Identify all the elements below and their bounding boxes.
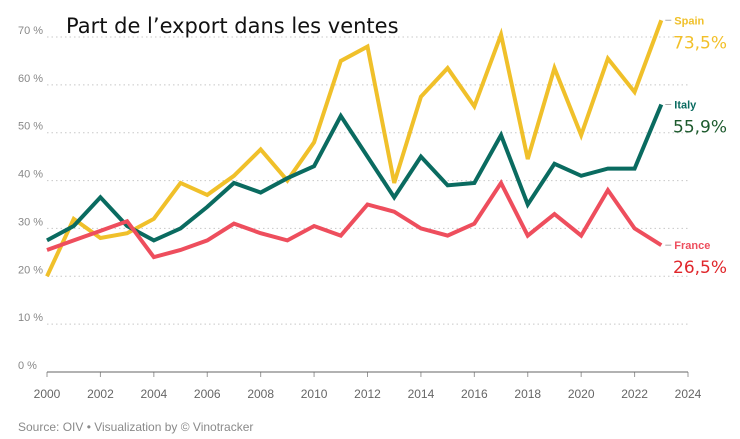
y-axis-ticks: 0 % 10 % 20 % 30 % 40 % 50 % 60 % 70 % bbox=[18, 25, 43, 372]
gridlines bbox=[47, 36, 688, 325]
end-value-italy: 55,9% bbox=[673, 117, 727, 137]
chart-title: Part de l’export dans les ventes bbox=[66, 14, 399, 38]
y-tick-label: 10 % bbox=[18, 312, 43, 324]
y-tick-label: 70 % bbox=[18, 25, 43, 37]
x-tick-label: 2012 bbox=[354, 387, 381, 401]
x-tick-label: 2006 bbox=[194, 387, 221, 401]
y-tick-label: 40 % bbox=[18, 169, 43, 181]
series-line-italy bbox=[46, 103, 664, 243]
x-tick-label: 2002 bbox=[87, 387, 114, 401]
x-tick-label: 2014 bbox=[408, 387, 435, 401]
x-tick-label: 2024 bbox=[675, 387, 702, 401]
y-tick-label: 60 % bbox=[18, 73, 43, 85]
series-lines bbox=[45, 19, 664, 278]
y-tick-label: 20 % bbox=[18, 264, 43, 276]
x-tick-label: 2000 bbox=[34, 387, 61, 401]
y-tick-label: 0 % bbox=[18, 360, 37, 372]
series-name-spain: Spain bbox=[674, 15, 704, 27]
source-credit: Source: OIV • Visualization by © Vinotra… bbox=[18, 420, 254, 434]
series-name-italy: Italy bbox=[674, 99, 697, 111]
x-axis-ticks: 2000 2002 2004 2006 2008 2010 2012 2014 2016 2018… bbox=[34, 372, 702, 401]
y-tick-label: 30 % bbox=[18, 216, 43, 228]
x-tick-label: 2022 bbox=[621, 387, 648, 401]
series-name-france: France bbox=[674, 240, 710, 252]
end-value-france: 26,5% bbox=[673, 258, 727, 278]
end-value-spain: 73,5% bbox=[673, 33, 727, 53]
x-tick-label: 2010 bbox=[301, 387, 328, 401]
y-tick-label: 50 % bbox=[18, 121, 43, 133]
x-tick-label: 2008 bbox=[247, 387, 274, 401]
series-labels: Spain 73,5% Italy 55,9% France 26,5% bbox=[665, 15, 727, 278]
series-line-france bbox=[46, 178, 663, 260]
x-tick-label: 2020 bbox=[568, 387, 595, 401]
x-tick-label: 2004 bbox=[140, 387, 167, 401]
x-tick-label: 2016 bbox=[461, 387, 488, 401]
x-tick-label: 2018 bbox=[514, 387, 541, 401]
series-line-spain bbox=[45, 19, 664, 278]
